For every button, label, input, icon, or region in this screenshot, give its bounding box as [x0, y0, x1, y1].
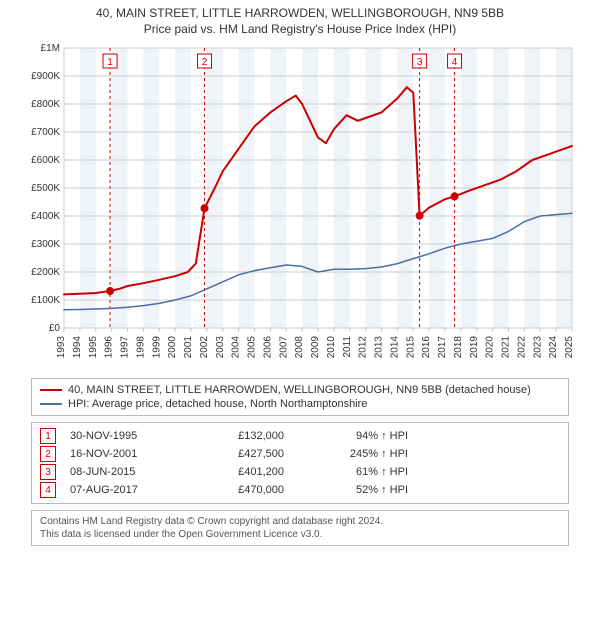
svg-text:3: 3	[417, 57, 423, 68]
svg-text:2012: 2012	[358, 336, 369, 359]
svg-text:1997: 1997	[120, 336, 131, 359]
svg-text:2022: 2022	[516, 336, 527, 359]
svg-text:1999: 1999	[151, 336, 162, 359]
table-row: 1 30-NOV-1995 £132,000 94% ↑ HPI	[40, 427, 560, 445]
legend-swatch	[40, 403, 62, 405]
svg-text:1993: 1993	[56, 336, 67, 359]
transaction-price: £132,000	[194, 430, 284, 442]
svg-text:£200K: £200K	[31, 267, 60, 278]
svg-text:2017: 2017	[437, 336, 448, 359]
transactions-table: 1 30-NOV-1995 £132,000 94% ↑ HPI 2 16-NO…	[31, 422, 569, 504]
transaction-marker: 2	[40, 446, 56, 462]
svg-text:2019: 2019	[469, 336, 480, 359]
svg-text:4: 4	[452, 57, 458, 68]
table-row: 3 08-JUN-2015 £401,200 61% ↑ HPI	[40, 463, 560, 481]
transaction-marker: 4	[40, 482, 56, 498]
svg-text:2015: 2015	[405, 336, 416, 359]
svg-text:1998: 1998	[135, 336, 146, 359]
svg-text:£0: £0	[49, 323, 61, 334]
license-line: Contains HM Land Registry data © Crown c…	[40, 515, 560, 528]
transaction-delta: 94% ↑ HPI	[298, 430, 408, 442]
transaction-delta: 61% ↑ HPI	[298, 466, 408, 478]
legend-label: HPI: Average price, detached house, Nort…	[68, 398, 367, 410]
svg-text:2018: 2018	[453, 336, 464, 359]
svg-text:£600K: £600K	[31, 155, 60, 166]
svg-text:2008: 2008	[294, 336, 305, 359]
svg-text:£900K: £900K	[31, 71, 60, 82]
chart-title: 40, MAIN STREET, LITTLE HARROWDEN, WELLI…	[0, 6, 600, 20]
svg-text:2013: 2013	[374, 336, 385, 359]
transaction-date: 07-AUG-2017	[70, 484, 180, 496]
svg-text:£700K: £700K	[31, 127, 60, 138]
legend-item: 40, MAIN STREET, LITTLE HARROWDEN, WELLI…	[40, 383, 560, 397]
svg-text:2001: 2001	[183, 336, 194, 359]
svg-text:£100K: £100K	[31, 295, 60, 306]
svg-text:2014: 2014	[389, 336, 400, 359]
svg-text:1995: 1995	[88, 336, 99, 359]
svg-text:2025: 2025	[564, 336, 575, 359]
svg-text:1994: 1994	[72, 336, 83, 359]
svg-text:2005: 2005	[247, 336, 258, 359]
svg-text:2004: 2004	[231, 336, 242, 359]
license-line: This data is licensed under the Open Gov…	[40, 528, 560, 541]
transaction-price: £427,500	[194, 448, 284, 460]
svg-text:£400K: £400K	[31, 211, 60, 222]
svg-text:2016: 2016	[421, 336, 432, 359]
legend: 40, MAIN STREET, LITTLE HARROWDEN, WELLI…	[31, 378, 569, 416]
table-row: 4 07-AUG-2017 £470,000 52% ↑ HPI	[40, 481, 560, 499]
svg-text:1996: 1996	[104, 336, 115, 359]
chart-svg: £0 £100K £200K £300K £400K £500K £600K £700K £80…	[20, 42, 580, 372]
svg-text:2010: 2010	[326, 336, 337, 359]
svg-text:2006: 2006	[262, 336, 273, 359]
svg-text:2024: 2024	[548, 336, 559, 359]
svg-text:£800K: £800K	[31, 99, 60, 110]
transaction-price: £401,200	[194, 466, 284, 478]
license-notice: Contains HM Land Registry data © Crown c…	[31, 510, 569, 546]
svg-text:£300K: £300K	[31, 239, 60, 250]
table-row: 2 16-NOV-2001 £427,500 245% ↑ HPI	[40, 445, 560, 463]
chart-subtitle: Price paid vs. HM Land Registry's House …	[0, 22, 600, 36]
transaction-delta: 52% ↑ HPI	[298, 484, 408, 496]
transaction-date: 08-JUN-2015	[70, 466, 180, 478]
legend-label: 40, MAIN STREET, LITTLE HARROWDEN, WELLI…	[68, 384, 531, 396]
svg-text:2009: 2009	[310, 336, 321, 359]
svg-text:£500K: £500K	[31, 183, 60, 194]
svg-text:2020: 2020	[485, 336, 496, 359]
svg-text:2000: 2000	[167, 336, 178, 359]
svg-text:2021: 2021	[501, 336, 512, 359]
transaction-price: £470,000	[194, 484, 284, 496]
transaction-marker: 1	[40, 428, 56, 444]
svg-text:2: 2	[202, 57, 208, 68]
svg-text:2002: 2002	[199, 336, 210, 359]
svg-text:2007: 2007	[278, 336, 289, 359]
svg-text:2003: 2003	[215, 336, 226, 359]
transaction-date: 16-NOV-2001	[70, 448, 180, 460]
transaction-delta: 245% ↑ HPI	[298, 448, 408, 460]
svg-text:£1M: £1M	[41, 43, 60, 54]
svg-text:2023: 2023	[532, 336, 543, 359]
svg-text:1: 1	[107, 57, 113, 68]
legend-item: HPI: Average price, detached house, Nort…	[40, 397, 560, 411]
svg-text:2011: 2011	[342, 336, 353, 358]
transaction-marker: 3	[40, 464, 56, 480]
legend-swatch	[40, 389, 62, 391]
chart-area: £0 £100K £200K £300K £400K £500K £600K £700K £80…	[20, 42, 580, 372]
transaction-date: 30-NOV-1995	[70, 430, 180, 442]
